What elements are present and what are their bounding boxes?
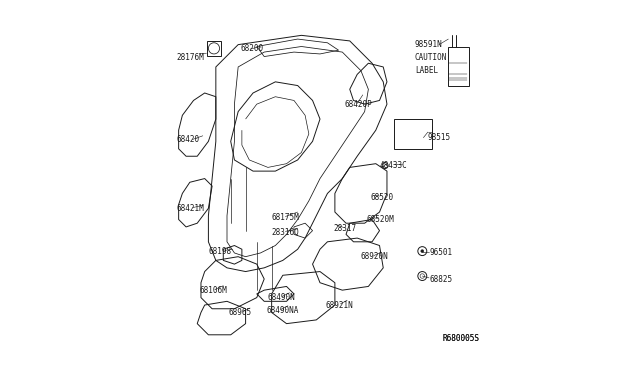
- Text: 68198: 68198: [209, 247, 232, 256]
- Text: 68965: 68965: [229, 308, 252, 317]
- Text: R680005S: R680005S: [443, 334, 480, 343]
- Text: LABEL: LABEL: [415, 66, 438, 75]
- Text: 68490NA: 68490NA: [266, 306, 298, 315]
- Text: 68420: 68420: [177, 135, 200, 144]
- Text: CAUTION: CAUTION: [415, 53, 447, 62]
- Text: 96501: 96501: [429, 248, 453, 257]
- Text: 68520M: 68520M: [367, 215, 394, 224]
- Text: 98515: 98515: [428, 133, 451, 142]
- Text: 68490N: 68490N: [268, 293, 296, 302]
- Text: 68175M: 68175M: [271, 213, 300, 222]
- Text: 68106M: 68106M: [199, 286, 227, 295]
- Circle shape: [421, 250, 424, 253]
- Text: R680005S: R680005S: [443, 334, 480, 343]
- Text: 68920N: 68920N: [361, 252, 388, 261]
- Text: 28176M: 28176M: [177, 53, 205, 62]
- Text: 68921N: 68921N: [326, 301, 353, 310]
- Text: 68200: 68200: [240, 44, 263, 53]
- Bar: [207, 41, 221, 56]
- Bar: [449, 46, 468, 86]
- Text: 68420P: 68420P: [344, 100, 372, 109]
- Text: 48433C: 48433C: [380, 161, 407, 170]
- Text: 28316Q: 28316Q: [271, 228, 300, 237]
- Text: 68520: 68520: [370, 193, 394, 202]
- Text: 28317: 28317: [333, 224, 356, 233]
- Text: 68421M: 68421M: [177, 204, 205, 213]
- Bar: [394, 119, 431, 149]
- Text: 68825: 68825: [429, 275, 453, 283]
- Text: 98591N: 98591N: [415, 40, 443, 49]
